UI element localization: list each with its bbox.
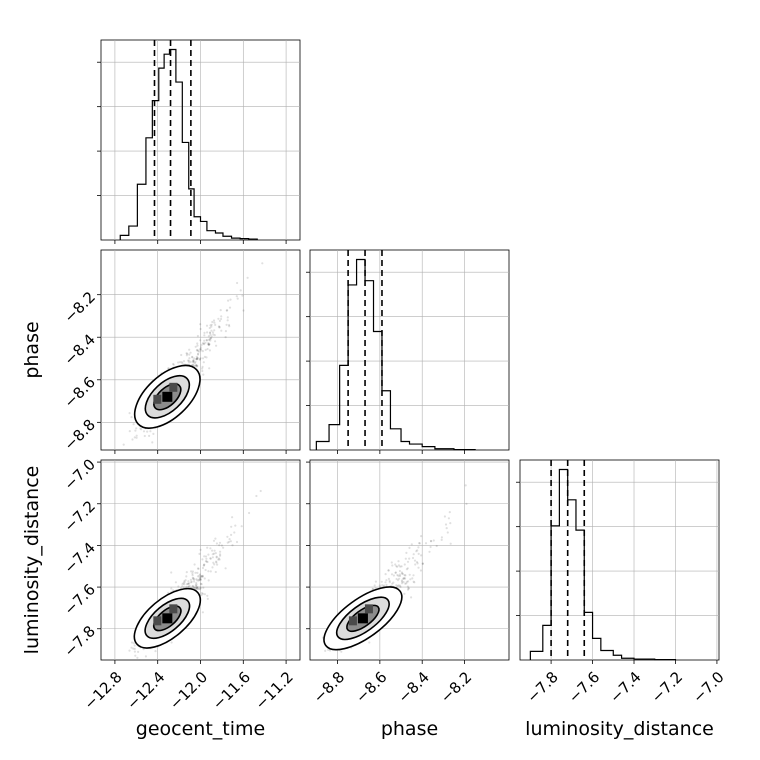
x-tick-label-phase: −8.8 xyxy=(310,668,348,706)
x-tick-label-luminosity_distance: −7.8 xyxy=(523,668,561,706)
density-cell xyxy=(153,394,162,404)
x-tick-label-luminosity_distance: −7.2 xyxy=(648,668,686,706)
x-tick-label-geocent_time: −12.0 xyxy=(166,668,211,713)
density-cell xyxy=(169,382,178,392)
hist-panel-phase-frame xyxy=(309,249,510,451)
density-peak xyxy=(357,613,368,624)
y-tick-label-phase: −8.6 xyxy=(61,373,99,411)
density-cell xyxy=(348,616,357,626)
x-tick-label-luminosity_distance: −7.6 xyxy=(565,668,603,706)
histogram-geocent_time xyxy=(119,48,258,240)
panel-content xyxy=(101,250,300,450)
y-tick-label-phase: −8.2 xyxy=(61,288,99,326)
density-peak xyxy=(162,391,173,402)
x-tick-label-phase: −8.2 xyxy=(437,668,475,706)
scatter-panel-luminosity_distance-vs-phase xyxy=(306,459,510,664)
x-tick-label-phase: −8.4 xyxy=(394,668,432,706)
x-axis-label-luminosity_distance: luminosity_distance xyxy=(525,718,714,740)
x-tick-label-geocent_time: −12.8 xyxy=(80,668,125,713)
x-tick-label-luminosity_distance: −7.0 xyxy=(689,668,727,706)
histogram-luminosity_distance xyxy=(529,468,677,661)
density-cell xyxy=(169,604,178,614)
hist-panel-luminosity_distance xyxy=(516,459,720,664)
x-tick-label-geocent_time: −11.6 xyxy=(209,668,254,713)
density-cell xyxy=(364,604,373,614)
hist-panel-luminosity_distance-frame xyxy=(519,459,720,661)
hist-panel-geocent_time xyxy=(97,39,301,244)
y-tick-label-phase: −8.4 xyxy=(61,331,99,369)
scatter-panel-luminosity_distance-vs-geocent_time xyxy=(97,459,301,664)
x-tick-label-geocent_time: −12.4 xyxy=(123,668,168,713)
x-tick-label-luminosity_distance: −7.4 xyxy=(606,668,644,706)
scatter-panel-luminosity_distance-vs-phase-frame xyxy=(309,459,510,661)
density-peak xyxy=(162,613,173,624)
panel-content xyxy=(101,460,300,660)
y-tick-label-luminosity_distance: −7.2 xyxy=(61,497,99,535)
y-tick-label-luminosity_distance: −7.0 xyxy=(61,455,99,493)
y-tick-label-phase: −8.8 xyxy=(61,416,99,454)
hist-panel-phase xyxy=(306,249,510,454)
x-axis-label-phase: phase xyxy=(381,718,438,740)
y-axis-label-luminosity_distance: luminosity_distance xyxy=(21,466,43,655)
scatter-panel-phase-vs-geocent_time xyxy=(97,249,301,454)
x-tick-label-geocent_time: −11.2 xyxy=(252,668,297,713)
y-tick-label-luminosity_distance: −7.6 xyxy=(61,580,99,618)
density-cell xyxy=(153,616,162,626)
y-tick-label-luminosity_distance: −7.4 xyxy=(61,539,99,577)
histogram-phase xyxy=(315,258,476,451)
y-axis-label-phase: phase xyxy=(21,321,43,378)
x-axis-label-geocent_time: geocent_time xyxy=(136,718,265,740)
panel-content xyxy=(310,460,509,660)
y-tick-label-luminosity_distance: −7.8 xyxy=(61,622,99,660)
x-tick-label-phase: −8.6 xyxy=(352,668,390,706)
